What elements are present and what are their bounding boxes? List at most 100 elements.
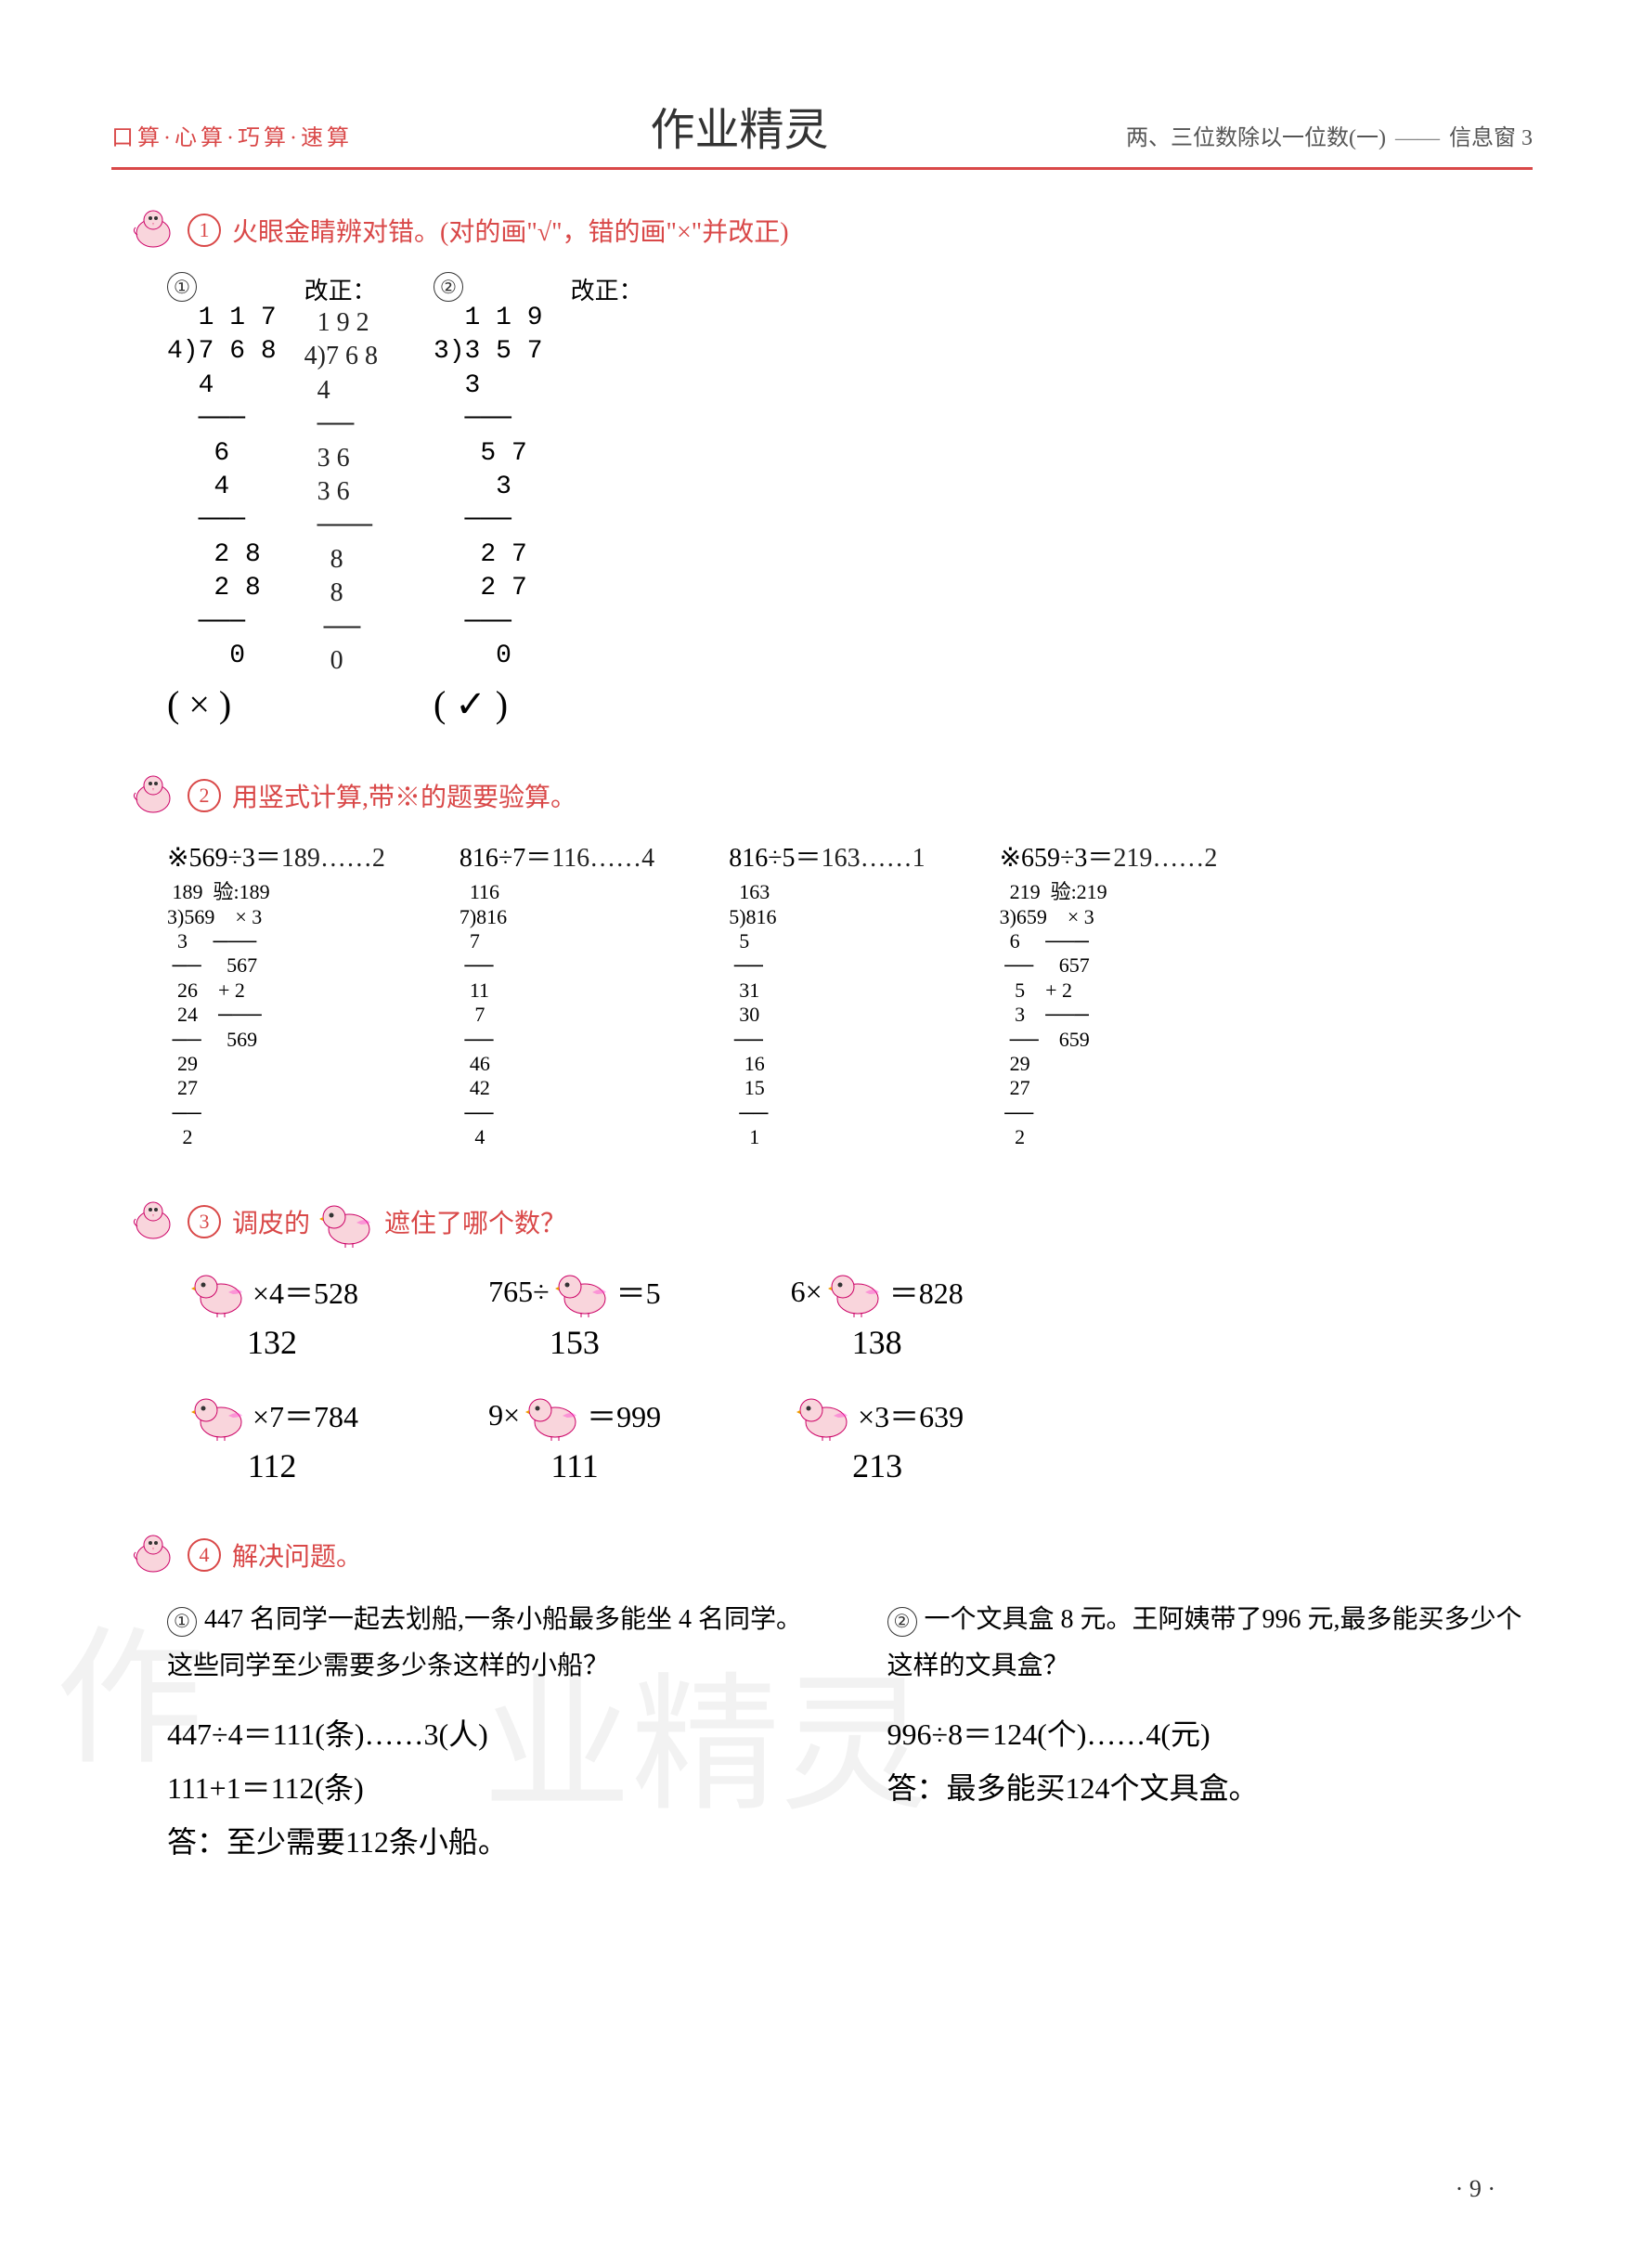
q3-row2: ×7＝784 112 9× ＝999 111 ×3＝639 213 (186, 1390, 1533, 1485)
post: ＝828 (889, 1270, 964, 1313)
chick-icon (319, 1197, 375, 1248)
q1-corr1: 改正： 1 9 2 4)7 6 8 4 ── 3 6 3 6 ─── 8 8 ─… (304, 272, 378, 678)
p1-text: ①447 名同学一起去划船,一条小船最多能坐 4 名同学。这些同学至少需要多少条… (167, 1597, 813, 1691)
p2-answer-2: 答：最多能买124个文具盒。 (887, 1762, 1534, 1816)
problem-text: ※569÷3＝189……2 (167, 837, 385, 875)
question-4: 4 解决问题。 ①447 名同学一起去划船,一条小船最多能坐 4 名同学。这些同… (111, 1532, 1533, 1870)
answer: 189……2 (281, 844, 385, 873)
p1-answer-2: 111+1＝112(条) (167, 1762, 813, 1816)
header-right: 两、三位数除以一位数(一) —— 信息窗 3 (1126, 119, 1533, 151)
correction-label: 改正： (304, 278, 377, 305)
window-text: 信息窗 3 (1449, 126, 1533, 150)
q2-title: 用竖式计算,带※的题要验算。 (232, 777, 576, 814)
post: ×4＝528 (252, 1270, 358, 1313)
work-2: 116 7)816 7 ── 11 7 ── 46 42 ── 4 (460, 880, 507, 1149)
chick-icon (555, 1266, 611, 1317)
answer: 138 (852, 1323, 902, 1362)
p1-answer-1: 447÷4＝111(条)……3(人) (167, 1708, 813, 1762)
q1-title: 火眼金睛辨对错。(对的画"√"，错的画"×"并改正) (232, 212, 789, 249)
q4-p2: ②一个文具盒 8 元。王阿姨带了996 元,最多能买多少个这样的文具盒？ 996… (887, 1597, 1534, 1870)
header-left: 口算·心算·巧算·速算 (111, 119, 353, 151)
p1-answer-3: 答：至少需要112条小船。 (167, 1816, 813, 1870)
sub-number: ① (167, 1607, 197, 1637)
bird-icon (130, 207, 176, 253)
question-1: 1 火眼金睛辨对错。(对的画"√"，错的画"×"并改正) ① 1 1 7 4)7… (111, 207, 1533, 726)
q4-number: 4 (188, 1538, 221, 1572)
bird-icon (130, 1532, 176, 1578)
text: 447 名同学一起去划船,一条小船最多能坐 4 名同学。这些同学至少需要多少条这… (167, 1605, 802, 1680)
judge-mark-1: ( × ) (167, 682, 277, 726)
q3-row1: ×4＝528 132 765÷＝5 153 6×＝828 138 (186, 1266, 1533, 1362)
expr: ※659÷3＝ (1000, 844, 1114, 873)
answer: 213 (852, 1446, 902, 1485)
correction-work-1: 1 9 2 4)7 6 8 4 ── 3 6 3 6 ─── 8 8 ── 0 (304, 306, 378, 678)
q2-p2: 816÷7＝116……4 116 7)816 7 ── 11 7 ── 46 4… (460, 837, 654, 1149)
q4-title: 解决问题。 (232, 1536, 362, 1574)
q3-title-row: 3 调皮的 遮住了哪个数？ (130, 1197, 1533, 1248)
bird-icon (130, 1199, 176, 1245)
long-division-2: 1 1 9 3)3 5 7 3 ─── 5 7 3 ─── 2 7 2 7 ──… (434, 302, 543, 673)
post: ×7＝784 (252, 1393, 358, 1436)
problem-text: 816÷7＝116……4 (460, 837, 654, 875)
q1-sub2: ② 1 1 9 3)3 5 7 3 ─── 5 7 3 ─── 2 7 2 7 … (434, 272, 643, 726)
q3-title: 调皮的 遮住了哪个数？ (232, 1197, 566, 1248)
q3-item: ×4＝528 132 (186, 1266, 358, 1362)
answer: 132 (247, 1323, 297, 1362)
judge-mark-2: ( ✓ ) (434, 682, 543, 726)
divider: —— (1395, 126, 1440, 150)
question-3: 3 调皮的 遮住了哪个数？ ×4＝528 132 765÷＝5 153 6×＝8… (111, 1197, 1533, 1485)
q3-title-b: 遮住了哪个数？ (384, 1203, 566, 1240)
q1-corr2-label: 改正： (571, 272, 643, 306)
answer: 111 (550, 1446, 598, 1485)
chick-icon (828, 1266, 884, 1317)
q3-item: 6×＝828 138 (791, 1266, 964, 1362)
answer: 219……2 (1113, 844, 1217, 873)
sub-number: ② (887, 1607, 917, 1637)
page-number: · 9 · (1456, 2175, 1495, 2203)
pre: 765÷ (488, 1275, 550, 1309)
answer: 163……1 (822, 844, 926, 873)
chick-icon (191, 1266, 247, 1317)
chick-icon (525, 1390, 581, 1441)
expr: 816÷7＝ (460, 844, 551, 873)
q1-row: ① 1 1 7 4)7 6 8 4 ─── 6 4 ─── 2 8 2 8 ──… (167, 272, 1533, 726)
post: ＝5 (616, 1270, 661, 1313)
pre: 9× (488, 1398, 520, 1432)
q3-item: 9× ＝999 111 (488, 1390, 661, 1485)
chick-icon (796, 1390, 852, 1441)
q3-item: ×7＝784 112 (186, 1390, 358, 1485)
problem-text: ※659÷3＝219……2 (1000, 837, 1218, 875)
q1-sub1: ① 1 1 7 4)7 6 8 4 ─── 6 4 ─── 2 8 2 8 ──… (167, 272, 378, 726)
chapter-text: 两、三位数除以一位数(一) (1126, 126, 1386, 150)
q4-p1: ①447 名同学一起去划船,一条小船最多能坐 4 名同学。这些同学至少需要多少条… (167, 1597, 813, 1870)
sub-number: ② (434, 272, 463, 302)
q1-title-row: 1 火眼金睛辨对错。(对的画"√"，错的画"×"并改正) (130, 207, 1533, 253)
page-header: 口算·心算·巧算·速算 作业精灵 两、三位数除以一位数(一) —— 信息窗 3 (111, 93, 1533, 170)
question-2: 2 用竖式计算,带※的题要验算。 ※569÷3＝189……2 189 验:189… (111, 772, 1533, 1149)
text: 一个文具盒 8 元。王阿姨带了996 元,最多能买多少个这样的文具盒？ (887, 1605, 1522, 1680)
post: ＝999 (587, 1393, 661, 1436)
work-1: 189 验:189 3)569 × 3 3 ─── ── 567 26 + 2 … (167, 880, 270, 1149)
q1-sub2-block: ② 1 1 9 3)3 5 7 3 ─── 5 7 3 ─── 2 7 2 7 … (434, 272, 543, 726)
work-4: 219 验:219 3)659 × 3 6 ─── ── 657 5 + 2 3… (1000, 880, 1107, 1149)
q2-title-row: 2 用竖式计算,带※的题要验算。 (130, 772, 1533, 819)
bird-icon (130, 772, 176, 819)
p2-answer-1: 996÷8＝124(个)……4(元) (887, 1708, 1534, 1762)
sub-number: ① (167, 272, 197, 302)
q2-p1: ※569÷3＝189……2 189 验:189 3)569 × 3 3 ─── … (167, 837, 385, 1149)
answer: 116……4 (551, 844, 654, 873)
answer: 112 (248, 1446, 297, 1485)
q2-problems: ※569÷3＝189……2 189 验:189 3)569 × 3 3 ─── … (167, 837, 1533, 1149)
long-division-1: 1 1 7 4)7 6 8 4 ─── 6 4 ─── 2 8 2 8 ─── … (167, 302, 277, 673)
q2-p3: 816÷5＝163……1 163 5)816 5 ── 31 30 ── 16 … (729, 837, 925, 1149)
expr: 816÷5＝ (729, 844, 821, 873)
q3-item: ×3＝639 213 (791, 1390, 964, 1485)
q4-problems: ①447 名同学一起去划船,一条小船最多能坐 4 名同学。这些同学至少需要多少条… (167, 1597, 1533, 1870)
chick-icon (191, 1390, 247, 1441)
q3-item: 765÷＝5 153 (488, 1266, 661, 1362)
p2-text: ②一个文具盒 8 元。王阿姨带了996 元,最多能买多少个这样的文具盒？ (887, 1597, 1534, 1691)
q1-number: 1 (188, 214, 221, 247)
correction-label: 改正： (571, 278, 643, 305)
q3-title-a: 调皮的 (232, 1203, 310, 1240)
q2-p4: ※659÷3＝219……2 219 验:219 3)659 × 3 6 ─── … (1000, 837, 1218, 1149)
